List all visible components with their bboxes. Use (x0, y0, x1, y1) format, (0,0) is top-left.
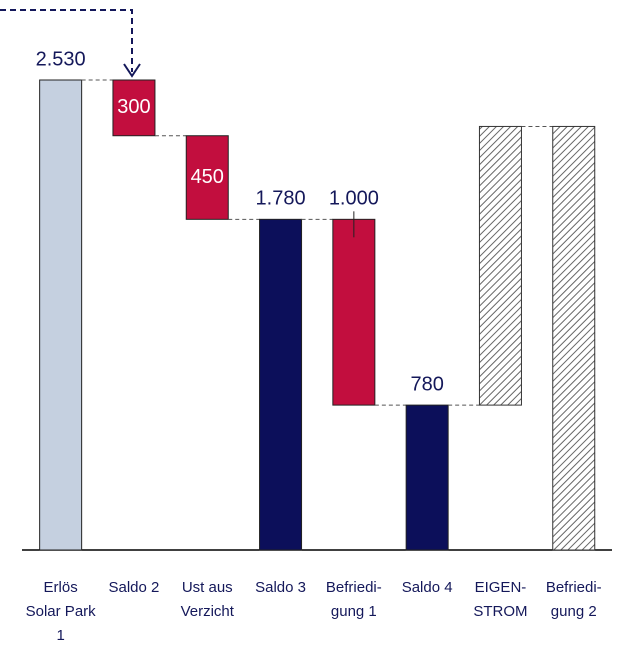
bar (185, 135, 229, 220)
x-tick-label: Saldo 4 (401, 579, 453, 596)
x-tick-label: Saldo 3 (255, 579, 306, 596)
arrow (0, 9, 133, 72)
value-label: 450 (191, 166, 224, 188)
x-tick-label: Ust aus Verzicht (180, 579, 234, 620)
value-label: 1.000 (329, 188, 379, 210)
x-tick-label: Saldo 2 (108, 579, 160, 596)
value-label: 2.530 (36, 48, 86, 70)
bar (405, 404, 449, 551)
bar (478, 125, 522, 406)
bar (259, 218, 303, 551)
x-tick-label: EIGEN-STROM (473, 579, 528, 620)
x-tick-label: Befriedi-gung 2 (545, 579, 602, 620)
x-tick-label: Erlös Solar Park 1 (25, 579, 96, 644)
value-label: 1.780 (256, 188, 306, 210)
bar (112, 79, 156, 137)
bar (39, 79, 83, 551)
bar (552, 125, 596, 551)
arrow-head (123, 63, 141, 78)
bar (332, 218, 376, 406)
value-label: 300 (117, 96, 150, 118)
value-label: 780 (410, 373, 443, 395)
x-tick-label: Befriedi-gung 1 (325, 579, 382, 620)
